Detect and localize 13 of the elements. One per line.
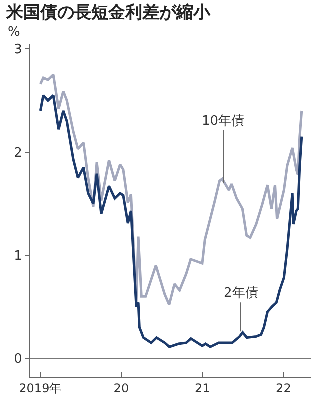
x-tick-label: 21 bbox=[195, 381, 210, 396]
y-tick-label: 2 bbox=[14, 146, 22, 161]
y-tick-label: 0 bbox=[14, 352, 22, 367]
x-tick-label: 20 bbox=[114, 381, 130, 396]
x-tick-label: 22 bbox=[276, 381, 292, 396]
y-axis-title: % bbox=[8, 25, 20, 40]
x-tick-label: 2019年 bbox=[19, 381, 62, 396]
y-tick-label: 3 bbox=[14, 42, 22, 58]
annotation: 10年債 bbox=[202, 114, 245, 129]
annotation: 2年債 bbox=[224, 286, 258, 301]
line-series bbox=[39, 94, 304, 348]
chart-title: 米国債の長短金利差が縮小 bbox=[5, 3, 212, 24]
y-tick-label: 1 bbox=[14, 248, 22, 264]
